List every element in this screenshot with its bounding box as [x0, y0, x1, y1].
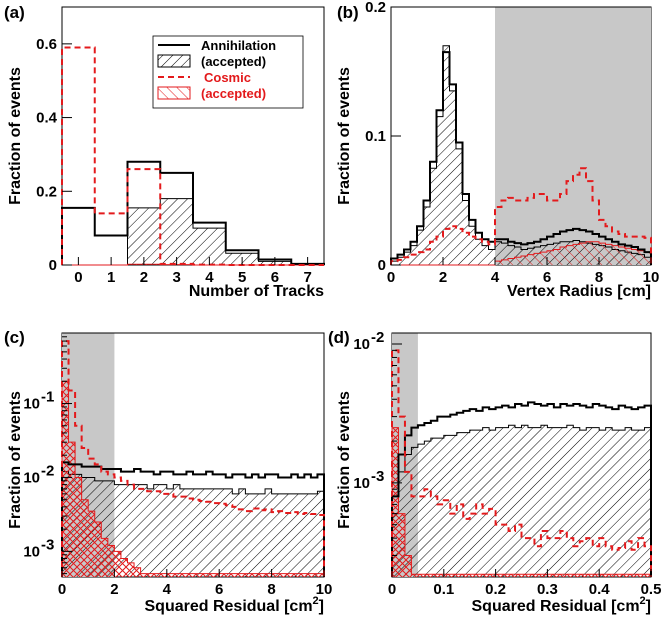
x-tick-label: 0.3	[537, 581, 558, 598]
panel-a: (a) 0 1 2 3 4 5 6 700.20.40.6 Number of Tracks …	[4, 3, 325, 300]
panel-c-xlabel-end: ]	[319, 598, 324, 615]
panel-b: (b) 0 2 4 6 8 10 0 0.1 0.2 Vertex Radius [cm] Fr…	[336, 0, 659, 300]
panel-d-xlabel-sup: 2	[640, 595, 646, 607]
series-red-dashed	[391, 349, 652, 577]
series-black-solid	[61, 160, 325, 265]
x-tick-label: 0.4	[589, 581, 611, 598]
x-tick-label: 8	[267, 581, 275, 598]
y-tick-exponent: -3	[41, 536, 54, 553]
panel-d-xlabel: Squared Residual [cm2]	[472, 595, 652, 615]
panel-d: (d) 0 0.1 0.2 0.3 0.4 0.510-310-2 Squared Res…	[328, 328, 661, 615]
panel-c-xlabel-sup: 2	[313, 595, 319, 607]
x-tick-label: 6	[215, 581, 223, 598]
panel-d-axes: 0 0.1 0.2 0.3 0.4 0.510-310-2	[353, 329, 661, 598]
x-tick-label: 0.1	[433, 581, 454, 598]
x-tick-label: 8	[595, 269, 603, 286]
panel-c-xlabel: Squared Residual [cm2]	[145, 595, 325, 615]
panel-d-label: (d)	[328, 328, 350, 347]
y-tick-label: 0.2	[36, 183, 57, 200]
x-tick-label: 0	[74, 269, 82, 286]
panel-b-label: (b)	[337, 3, 359, 22]
x-tick-label: 2	[140, 269, 148, 286]
x-tick-label: 4	[491, 269, 500, 286]
x-tick-label: 3	[172, 269, 180, 286]
series-black-solid	[390, 51, 652, 265]
series-black-solid	[391, 401, 652, 577]
legend-cosmic-label: Cosmic	[204, 70, 251, 85]
y-tick-label: 10	[353, 336, 370, 353]
x-tick-label: 0	[58, 581, 66, 598]
panel-a-plot	[61, 46, 325, 266]
panel-c-xlabel-text: Squared Residual [cm	[145, 598, 313, 615]
legend: Annihilation (accepted) Cosmic (accepted…	[152, 35, 304, 109]
x-tick-label: 4	[205, 269, 214, 286]
x-tick-label: 2	[439, 269, 447, 286]
x-tick-label: 0	[387, 269, 395, 286]
panel-c-label: (c)	[4, 328, 25, 347]
y-tick-label: 0.2	[365, 0, 386, 16]
x-tick-label: 0.5	[641, 581, 662, 598]
x-tick-label: 10	[643, 269, 660, 286]
series-red-dashed	[61, 340, 325, 577]
x-tick-label: 4	[163, 581, 172, 598]
legend-annihilation-accepted-label: (accepted)	[201, 54, 266, 69]
x-tick-label: 6	[543, 269, 551, 286]
legend-box	[152, 35, 304, 109]
panel-c-ylabel: Fraction of events	[7, 391, 24, 529]
y-tick-label: 0.6	[36, 36, 57, 53]
y-tick-label: 10	[23, 469, 40, 486]
panel-a-label: (a)	[4, 3, 25, 22]
panel-b-axes: 0 2 4 6 8 10 0 0.1 0.2	[365, 0, 659, 286]
y-tick-label: 10	[23, 396, 40, 413]
y-tick-exponent: -3	[371, 468, 384, 485]
x-tick-label: 7	[303, 269, 311, 286]
x-tick-label: 0.2	[485, 581, 506, 598]
legend-cosmic-accepted-label: (accepted)	[201, 86, 266, 101]
panel-a-ylabel: Fraction of events	[7, 67, 24, 205]
panel-d-plot	[391, 333, 652, 577]
y-tick-label: 0.1	[365, 128, 386, 145]
series-black-solid	[61, 461, 325, 577]
series-red-dashed	[61, 46, 324, 266]
x-tick-label: 0	[388, 581, 396, 598]
series-red-hatch	[391, 427, 652, 577]
shaded-region	[495, 7, 651, 265]
y-tick-label: 10	[23, 543, 40, 560]
panel-d-xlabel-text: Squared Residual [cm	[472, 598, 640, 615]
x-tick-label: 1	[107, 269, 115, 286]
x-tick-label: 10	[316, 581, 333, 598]
x-tick-label: 5	[238, 269, 246, 286]
panel-a-axes: 0 1 2 3 4 5 6 7 0 0.2 0.4 0.6	[36, 36, 312, 286]
panel-d-xlabel-end: ]	[646, 598, 651, 615]
series-red-hatch	[391, 241, 652, 266]
panel-b-xlabel: Vertex Radius [cm]	[507, 283, 651, 300]
y-tick-exponent: -2	[41, 462, 54, 479]
y-tick-label: 0	[49, 257, 57, 274]
legend-annihilation-accepted-swatch	[157, 54, 191, 68]
x-tick-label: 6	[271, 269, 279, 286]
y-tick-label: 0.4	[36, 110, 58, 127]
series-black-hatch	[61, 471, 325, 577]
x-tick-label: 2	[110, 581, 118, 598]
panel-b-plot	[390, 7, 652, 266]
legend-annihilation-label: Annihilation	[201, 38, 276, 53]
panel-b-ylabel: Fraction of events	[336, 67, 353, 205]
y-tick-exponent: -2	[371, 329, 384, 346]
legend-cosmic-accepted-swatch	[157, 86, 191, 100]
panel-d-ylabel: Fraction of events	[336, 391, 353, 529]
panel-c-plot	[61, 333, 325, 577]
series-black-hatch	[391, 424, 652, 577]
y-tick-label: 0	[378, 257, 386, 274]
y-tick-exponent: -1	[41, 389, 54, 406]
panel-a-xlabel: Number of Tracks	[189, 283, 324, 300]
y-tick-label: 10	[353, 475, 370, 492]
